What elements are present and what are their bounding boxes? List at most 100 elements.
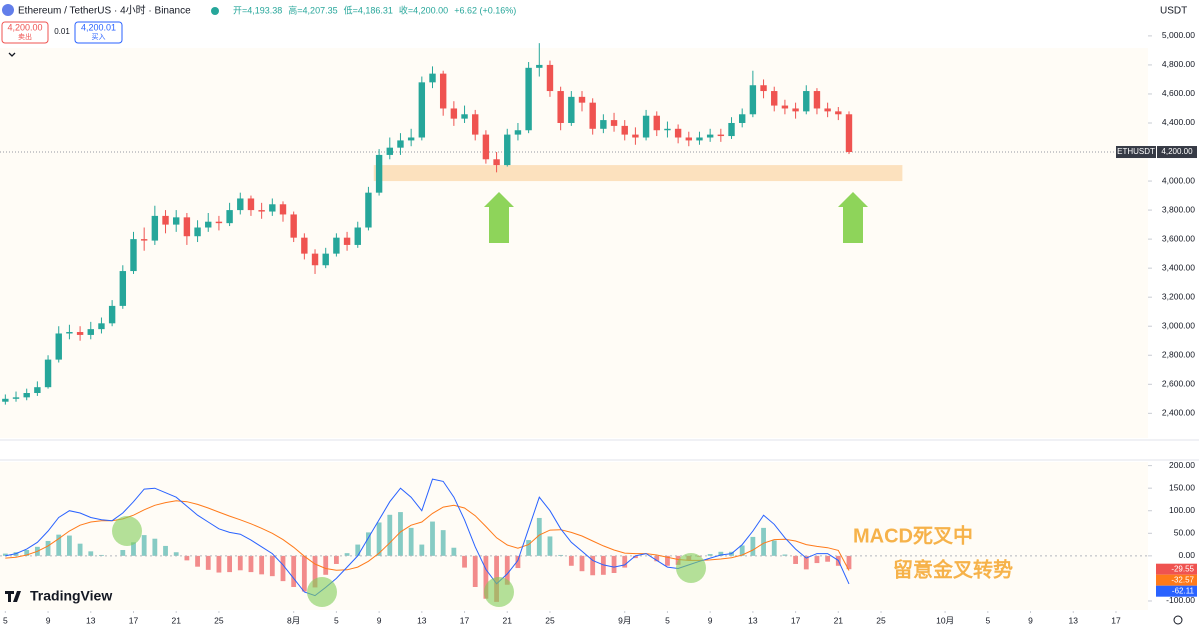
candle-body bbox=[66, 332, 73, 334]
symbol-title[interactable]: Ethereum / TetherUS · 4小时 · Binance bbox=[18, 5, 191, 17]
x-tick-label: 9 bbox=[1028, 615, 1033, 625]
candle-body bbox=[258, 210, 265, 212]
histogram-bar bbox=[430, 521, 435, 556]
ohlc-item: 收=4,200.00 bbox=[399, 4, 448, 15]
histogram-bar bbox=[825, 555, 831, 562]
histogram-bar bbox=[398, 512, 403, 556]
histogram-bar bbox=[131, 542, 136, 556]
price-tag-bg bbox=[1116, 146, 1156, 159]
histogram-bar bbox=[707, 554, 713, 556]
y-tick-label: 5,000.00 bbox=[1162, 30, 1195, 40]
x-tick-label: 9 bbox=[377, 615, 382, 625]
annotation: 留意金叉转势 bbox=[893, 557, 1013, 581]
macd-line bbox=[5, 500, 850, 571]
sell-button[interactable]: 4,200.00 卖出 bbox=[1, 21, 49, 44]
price-tag-bg bbox=[1157, 146, 1197, 159]
candle-body bbox=[108, 305, 116, 324]
candle-body bbox=[119, 271, 127, 306]
x-tick-label: 17 bbox=[129, 615, 139, 625]
candle-body bbox=[247, 198, 255, 211]
price-tag-name: ETHUSDT bbox=[1117, 147, 1155, 156]
histogram-bar bbox=[355, 544, 361, 556]
candle-body bbox=[194, 227, 201, 237]
histogram-bar bbox=[611, 555, 617, 573]
histogram-bar bbox=[440, 530, 446, 556]
candle-body bbox=[525, 67, 532, 131]
x-tick-label: 25 bbox=[545, 615, 555, 625]
histogram-bar bbox=[77, 543, 83, 556]
value-tag: -29.55 bbox=[1171, 564, 1194, 573]
candle-body bbox=[674, 128, 682, 138]
value-tag: -32.57 bbox=[1171, 575, 1194, 584]
histogram-bar bbox=[88, 551, 94, 556]
histogram-bar bbox=[622, 555, 628, 568]
candle-body bbox=[664, 128, 671, 131]
histogram-bar bbox=[771, 540, 777, 556]
candle-body bbox=[183, 217, 191, 237]
candle-body bbox=[781, 105, 789, 109]
candle-body bbox=[301, 237, 308, 254]
candle-body bbox=[354, 227, 361, 245]
candle-body bbox=[429, 73, 436, 83]
candle-body bbox=[632, 134, 639, 138]
candle-body bbox=[461, 114, 468, 119]
histogram-bar bbox=[419, 544, 425, 556]
candle-body bbox=[835, 111, 842, 115]
logo[interactable]: TradingView bbox=[5, 588, 112, 604]
candle-body bbox=[728, 122, 735, 137]
sell-price[interactable]: 4,200.00 bbox=[7, 22, 42, 32]
histogram-bar bbox=[408, 527, 414, 556]
candle-body bbox=[343, 237, 351, 245]
x-tick-label: 21 bbox=[171, 615, 181, 625]
macd-pane bbox=[0, 462, 1148, 610]
buy-label[interactable]: 买入 bbox=[92, 33, 106, 41]
candle-body bbox=[322, 253, 329, 266]
histogram-bar bbox=[654, 555, 660, 562]
spread: 0.01 bbox=[54, 27, 70, 36]
x-tick-label: 13 bbox=[86, 615, 96, 625]
histogram-bar bbox=[248, 555, 254, 573]
histogram-bar bbox=[590, 555, 596, 576]
x-tick-label: 21 bbox=[503, 615, 513, 625]
candle-body bbox=[140, 239, 148, 241]
settings-icon[interactable] bbox=[1173, 615, 1183, 625]
histogram-bar bbox=[750, 536, 756, 556]
y-tick-label: 200.00 bbox=[1169, 460, 1195, 470]
histogram-bar bbox=[536, 517, 542, 556]
candle-body bbox=[514, 130, 522, 135]
sell-box[interactable] bbox=[1, 21, 49, 44]
histogram-bar bbox=[280, 555, 286, 582]
currency[interactable]: USDT bbox=[1160, 6, 1187, 17]
x-tick-label: 25 bbox=[876, 615, 886, 625]
cross-highlight bbox=[484, 577, 514, 607]
collapse-toggle[interactable] bbox=[8, 52, 16, 57]
candle-body bbox=[44, 359, 52, 388]
buy-button[interactable]: 4,200.01 买入 bbox=[74, 21, 123, 44]
y-tick-label: 3,600.00 bbox=[1162, 233, 1195, 243]
candle-body bbox=[621, 125, 628, 135]
histogram-bar bbox=[227, 555, 233, 573]
logo-text[interactable]: TradingView bbox=[30, 588, 112, 604]
histogram-bar bbox=[120, 549, 126, 556]
x-tick-label: 5 bbox=[3, 615, 8, 625]
candle-body bbox=[311, 253, 319, 266]
buy-box[interactable] bbox=[74, 21, 123, 44]
sell-label[interactable]: 卖出 bbox=[18, 32, 32, 41]
histogram-bar bbox=[803, 555, 809, 570]
candle-body bbox=[578, 96, 586, 103]
cross-highlight bbox=[307, 577, 337, 607]
candle-body bbox=[407, 137, 415, 141]
histogram-bar bbox=[24, 549, 30, 556]
macd-line bbox=[5, 478, 850, 597]
histogram-bar bbox=[67, 535, 72, 556]
histogram-bar bbox=[259, 555, 265, 575]
buy-price[interactable]: 4,200.01 bbox=[81, 22, 116, 32]
x-tick-label: 17 bbox=[791, 615, 801, 625]
y-tick-label: 2,800.00 bbox=[1162, 350, 1195, 360]
annotation: MACD死叉中 bbox=[853, 523, 973, 547]
candle-body bbox=[504, 134, 511, 166]
candle-body bbox=[439, 73, 447, 109]
value-tag: -62.11 bbox=[1172, 586, 1195, 595]
candle-body bbox=[98, 323, 105, 330]
histogram-bar bbox=[344, 553, 350, 556]
